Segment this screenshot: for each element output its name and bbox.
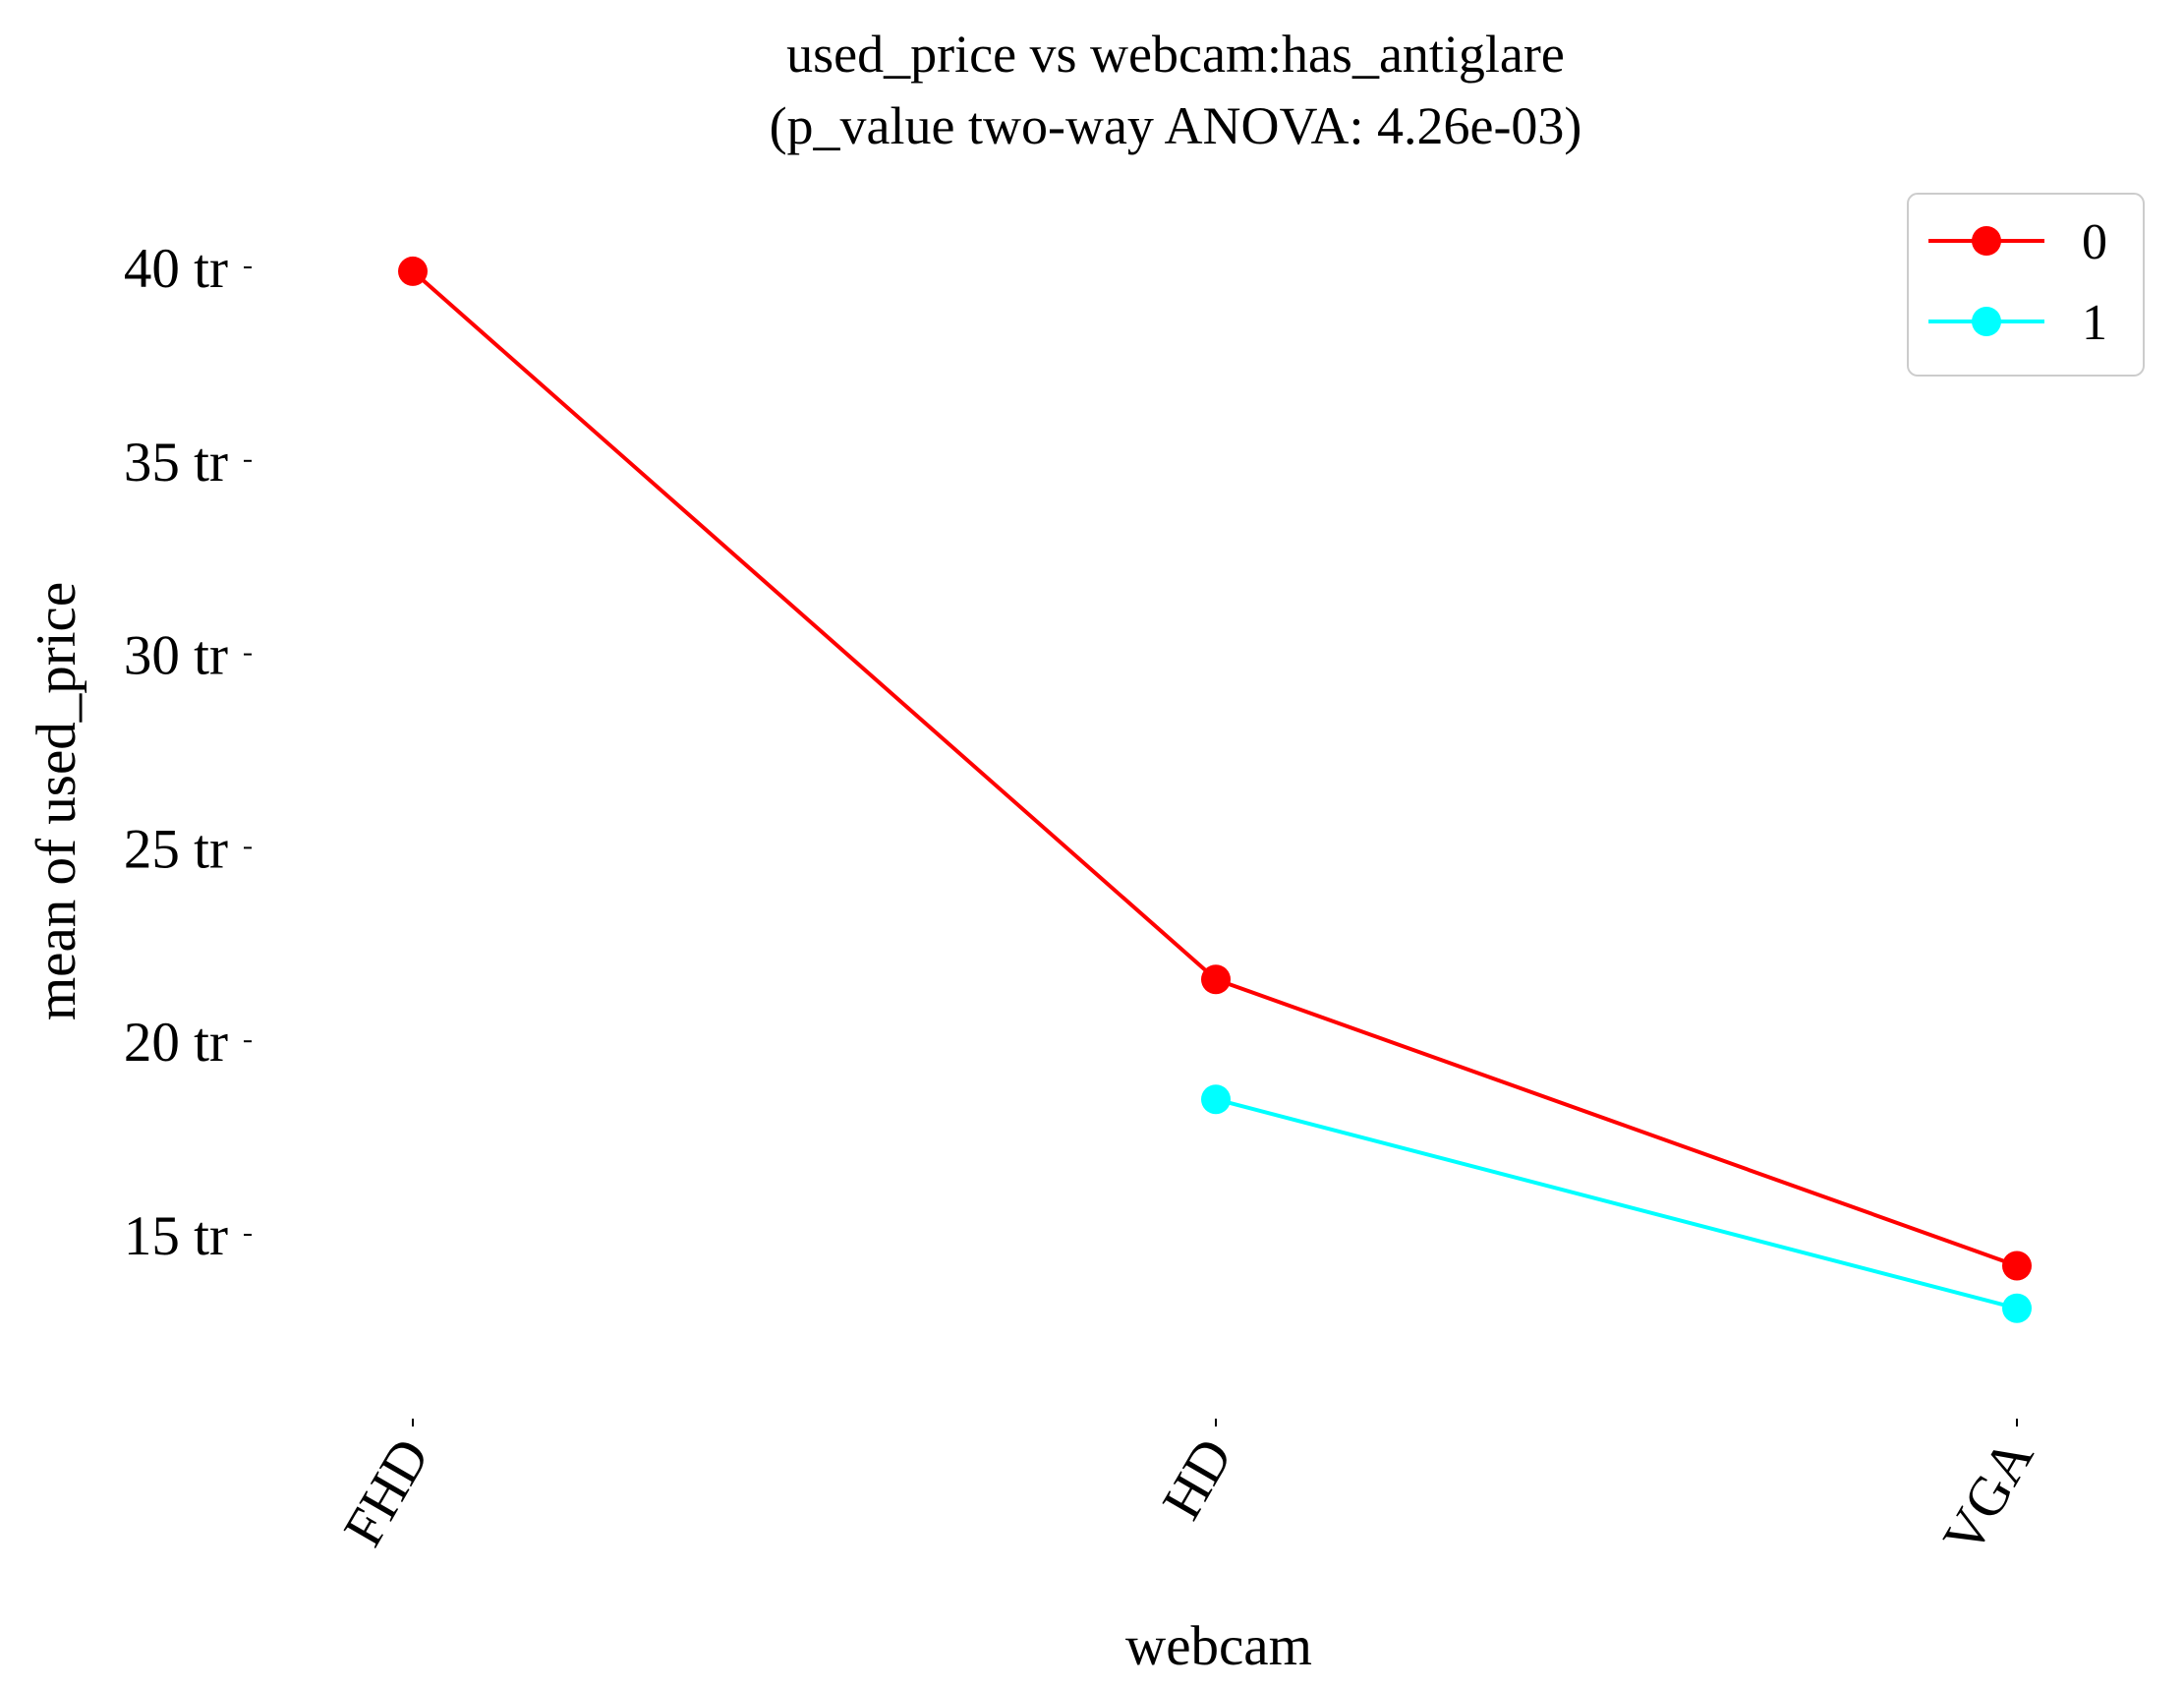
data-point xyxy=(2002,1251,2032,1281)
series-1 xyxy=(1201,1084,2032,1323)
y-tick-label: 30 tr xyxy=(124,625,228,687)
data-point xyxy=(1201,1084,1231,1115)
data-point xyxy=(2002,1293,2032,1323)
x-tick-label: FHD xyxy=(332,1428,442,1556)
series-line xyxy=(1215,1097,2018,1310)
legend-marker xyxy=(1972,307,2001,336)
legend-label: 0 xyxy=(2082,214,2107,270)
y-tick-label: 25 tr xyxy=(124,818,228,880)
series-0 xyxy=(398,256,2032,1281)
y-axis-label: mean of used_price xyxy=(26,582,87,1020)
plot-area xyxy=(398,256,2032,1323)
chart-subtitle: (p_value two-way ANOVA: 4.26e-03) xyxy=(770,96,1582,155)
legend-item: 0 xyxy=(1928,214,2107,270)
legend-frame xyxy=(1907,193,2145,377)
legend: 01 xyxy=(1907,193,2145,377)
data-point xyxy=(398,256,428,286)
chart-title-line1: used_price vs webcam:has_antiglare xyxy=(786,25,1565,84)
series-line xyxy=(411,269,2018,1268)
x-tick-label: VGA xyxy=(1931,1428,2045,1564)
legend-label: 1 xyxy=(2082,295,2107,351)
x-axis-label: webcam xyxy=(1125,1615,1312,1677)
y-tick-label: 40 tr xyxy=(124,238,228,300)
y-tick-label: 20 tr xyxy=(124,1012,228,1074)
x-tick-label: HD xyxy=(1151,1428,1245,1530)
legend-marker xyxy=(1972,226,2001,256)
x-axis: FHD HD VGA xyxy=(332,1419,2045,1564)
legend-item: 1 xyxy=(1928,295,2107,351)
y-tick-label: 35 tr xyxy=(124,432,228,494)
y-axis: 15 tr 20 tr 25 tr 30 tr 35 tr 40 tr xyxy=(124,238,252,1267)
chart-title: used_price vs webcam:has_antiglare (p_va… xyxy=(770,25,1582,155)
data-point xyxy=(1201,964,1231,995)
y-tick-label: 15 tr xyxy=(124,1205,228,1267)
